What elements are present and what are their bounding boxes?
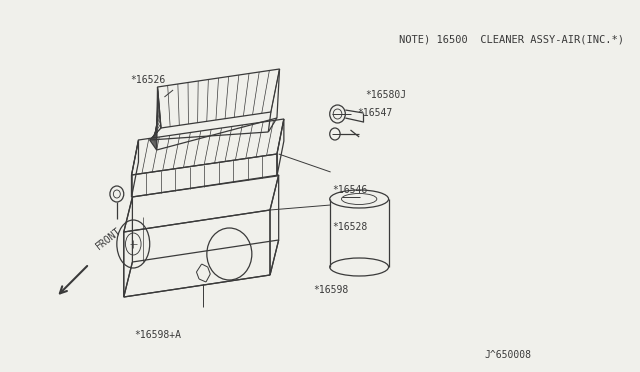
Text: *16598+A: *16598+A [134, 330, 181, 340]
Text: *16580J: *16580J [365, 90, 406, 100]
Text: *16528: *16528 [332, 222, 367, 232]
Text: *16547: *16547 [357, 109, 392, 118]
Text: J^650008: J^650008 [484, 350, 532, 360]
Text: *16546: *16546 [332, 185, 367, 195]
Text: NOTE) 16500  CLEANER ASSY-AIR(INC.*): NOTE) 16500 CLEANER ASSY-AIR(INC.*) [399, 34, 624, 44]
Text: *16598: *16598 [313, 285, 348, 295]
Text: *16526: *16526 [130, 75, 165, 85]
Text: FRONT: FRONT [94, 226, 124, 252]
